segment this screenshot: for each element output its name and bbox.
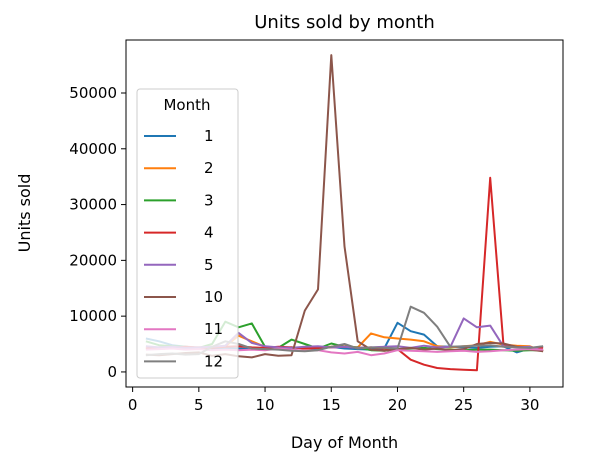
legend-label: 4 — [204, 224, 214, 242]
legend-entry-12: 12 — [144, 352, 223, 370]
legend-entry-5: 5 — [144, 256, 214, 274]
x-tick-label: 10 — [255, 396, 274, 414]
legend-label: 11 — [204, 320, 223, 338]
legend-entry-4: 4 — [144, 224, 214, 242]
legend-entry-3: 3 — [144, 191, 214, 209]
legend-label: 12 — [204, 352, 223, 370]
y-tick-label: 40000 — [69, 140, 117, 158]
y-axis-label: Units sold — [15, 174, 34, 253]
legend-entry-1: 1 — [144, 127, 214, 145]
y-tick-label: 30000 — [69, 196, 117, 214]
legend-entry-10: 10 — [144, 288, 223, 306]
x-tick-label: 0 — [128, 396, 138, 414]
y-axis: 0 10000 20000 30000 40000 50000 — [69, 84, 126, 381]
legend-label: 1 — [204, 127, 214, 145]
y-tick-label: 50000 — [69, 84, 117, 102]
y-tick-label: 0 — [107, 363, 117, 381]
x-axis: 0 5 10 15 20 25 30 — [128, 387, 539, 414]
legend-title: Month — [163, 96, 210, 114]
legend-label: 10 — [204, 288, 223, 306]
y-tick-label: 10000 — [69, 307, 117, 325]
legend-label: 5 — [204, 256, 214, 274]
legend-box — [136, 88, 239, 379]
x-axis-label: Day of Month — [291, 433, 398, 452]
x-tick-label: 15 — [322, 396, 341, 414]
x-tick-label: 30 — [520, 396, 539, 414]
y-tick-label: 20000 — [69, 251, 117, 269]
legend-label: 3 — [204, 191, 214, 209]
legend-label: 2 — [204, 159, 214, 177]
x-tick-label: 25 — [454, 396, 473, 414]
plot-frame — [125, 39, 564, 388]
legend-entry-11: 11 — [144, 320, 223, 338]
x-tick-label: 5 — [194, 396, 204, 414]
x-tick-label: 20 — [388, 396, 407, 414]
chart-title: Units sold by month — [254, 12, 435, 33]
legend-entry-2: 2 — [144, 159, 214, 177]
